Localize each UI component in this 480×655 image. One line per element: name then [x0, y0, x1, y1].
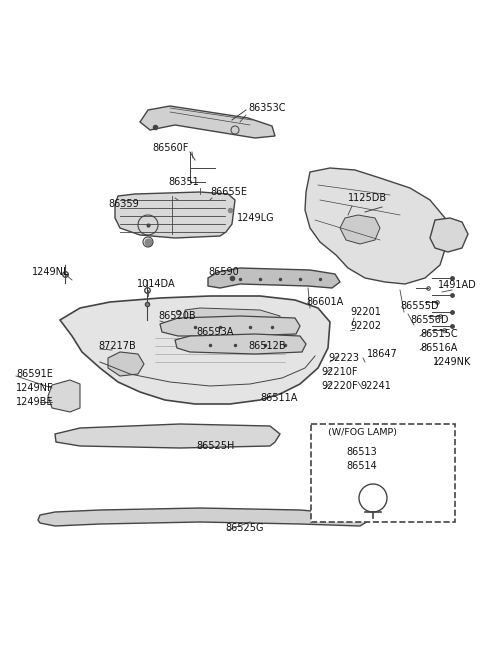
Text: 86655E: 86655E	[210, 187, 247, 197]
Text: 1249NL: 1249NL	[32, 267, 70, 277]
Polygon shape	[160, 316, 300, 336]
Text: 86513: 86513	[347, 447, 377, 457]
Text: 86512B: 86512B	[248, 341, 286, 351]
Polygon shape	[108, 352, 144, 376]
Text: 1491AD: 1491AD	[438, 280, 477, 290]
Text: 86359: 86359	[108, 199, 139, 209]
Text: 86591E: 86591E	[16, 369, 53, 379]
Text: 1249LG: 1249LG	[237, 213, 275, 223]
Text: (W/FOG LAMP): (W/FOG LAMP)	[327, 428, 396, 436]
Text: 92202: 92202	[350, 321, 381, 331]
Text: 92210F: 92210F	[321, 367, 358, 377]
Polygon shape	[115, 192, 235, 238]
Text: 86593A: 86593A	[196, 327, 233, 337]
Text: 18647: 18647	[367, 349, 398, 359]
Text: 87217B: 87217B	[98, 341, 136, 351]
Text: 86514: 86514	[347, 461, 377, 471]
Text: 92223: 92223	[328, 353, 359, 363]
Text: 1249NK: 1249NK	[433, 357, 471, 367]
Text: 86590: 86590	[208, 267, 239, 277]
Polygon shape	[305, 168, 448, 284]
Text: 92241: 92241	[360, 381, 391, 391]
Text: 1014DA: 1014DA	[137, 279, 176, 289]
Text: 86525H: 86525H	[196, 441, 234, 451]
Polygon shape	[340, 215, 380, 244]
Text: 86353C: 86353C	[248, 103, 286, 113]
Text: 86525G: 86525G	[225, 523, 264, 533]
Text: 92201: 92201	[350, 307, 381, 317]
Text: 86520B: 86520B	[158, 311, 196, 321]
Text: 86555D: 86555D	[400, 301, 439, 311]
Polygon shape	[430, 218, 468, 252]
Text: 92220F: 92220F	[321, 381, 358, 391]
Text: 86351: 86351	[168, 177, 199, 187]
Polygon shape	[60, 296, 330, 404]
Text: 1125DB: 1125DB	[348, 193, 387, 203]
Polygon shape	[208, 268, 340, 288]
Text: 86556D: 86556D	[410, 315, 448, 325]
Polygon shape	[175, 334, 306, 354]
Text: 86560F: 86560F	[152, 143, 188, 153]
Text: 86511A: 86511A	[260, 393, 298, 403]
FancyBboxPatch shape	[311, 424, 455, 522]
Text: 1249NF: 1249NF	[16, 383, 54, 393]
Text: 86601A: 86601A	[306, 297, 343, 307]
Text: 1249BE: 1249BE	[16, 397, 53, 407]
Text: 86516A: 86516A	[420, 343, 457, 353]
Polygon shape	[140, 106, 275, 138]
Polygon shape	[55, 424, 280, 448]
Text: 86515C: 86515C	[420, 329, 457, 339]
Polygon shape	[48, 380, 80, 412]
Polygon shape	[38, 508, 370, 526]
Polygon shape	[185, 308, 280, 336]
